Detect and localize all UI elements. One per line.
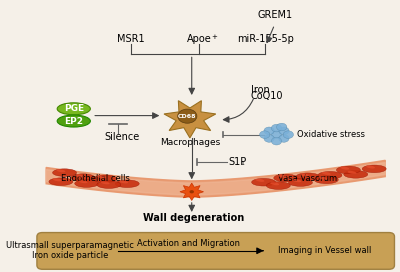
Circle shape xyxy=(271,124,282,132)
Circle shape xyxy=(279,127,289,135)
Circle shape xyxy=(271,131,282,138)
Ellipse shape xyxy=(75,174,84,177)
Ellipse shape xyxy=(314,176,338,184)
Text: EP2: EP2 xyxy=(64,116,83,126)
Ellipse shape xyxy=(322,172,331,175)
Ellipse shape xyxy=(56,169,65,172)
Ellipse shape xyxy=(75,180,99,187)
Ellipse shape xyxy=(97,175,106,178)
Ellipse shape xyxy=(340,166,349,170)
Text: Oxidative stress: Oxidative stress xyxy=(297,130,365,139)
Circle shape xyxy=(264,127,274,135)
Ellipse shape xyxy=(318,176,327,180)
Text: Vasa Vasorum: Vasa Vasorum xyxy=(278,174,338,183)
Ellipse shape xyxy=(53,178,62,181)
Ellipse shape xyxy=(256,179,264,182)
Text: Iron: Iron xyxy=(251,85,270,95)
Text: 1: 1 xyxy=(241,161,245,166)
Text: Wall degeneration: Wall degeneration xyxy=(143,213,244,222)
Text: Endothelial cells: Endothelial cells xyxy=(62,174,130,183)
Ellipse shape xyxy=(97,181,121,188)
Polygon shape xyxy=(180,183,204,200)
Ellipse shape xyxy=(93,175,117,183)
Text: MSR1: MSR1 xyxy=(117,35,145,44)
Ellipse shape xyxy=(362,165,386,173)
Ellipse shape xyxy=(119,180,128,183)
Ellipse shape xyxy=(300,173,309,177)
Ellipse shape xyxy=(266,182,290,189)
Ellipse shape xyxy=(252,178,276,186)
Circle shape xyxy=(279,135,289,142)
Polygon shape xyxy=(46,160,385,197)
Circle shape xyxy=(264,135,274,142)
Circle shape xyxy=(271,137,282,145)
Ellipse shape xyxy=(78,180,88,183)
Text: Ultrasmall superparamagnetic
Iron oxide particle: Ultrasmall superparamagnetic Iron oxide … xyxy=(6,241,134,261)
Polygon shape xyxy=(164,101,216,138)
Ellipse shape xyxy=(318,171,342,179)
Ellipse shape xyxy=(115,180,139,187)
Ellipse shape xyxy=(366,165,375,169)
Ellipse shape xyxy=(336,166,360,174)
Ellipse shape xyxy=(71,174,95,181)
Ellipse shape xyxy=(296,173,320,181)
FancyBboxPatch shape xyxy=(37,233,394,269)
Ellipse shape xyxy=(348,171,356,174)
Text: CoQ10: CoQ10 xyxy=(251,91,283,101)
Text: Apoe: Apoe xyxy=(187,35,212,44)
Ellipse shape xyxy=(278,175,286,178)
Ellipse shape xyxy=(49,178,73,186)
Text: Silence: Silence xyxy=(104,132,139,142)
Ellipse shape xyxy=(57,115,90,127)
Ellipse shape xyxy=(101,181,110,184)
Ellipse shape xyxy=(57,103,90,115)
Ellipse shape xyxy=(292,179,301,182)
Circle shape xyxy=(190,190,194,193)
Circle shape xyxy=(276,123,287,131)
Text: miR-155-5p: miR-155-5p xyxy=(237,35,294,44)
Ellipse shape xyxy=(344,171,368,178)
Text: PGE: PGE xyxy=(64,104,84,113)
Text: GREM1: GREM1 xyxy=(257,10,292,20)
Circle shape xyxy=(283,131,294,138)
Polygon shape xyxy=(46,162,385,195)
FancyBboxPatch shape xyxy=(28,0,400,272)
Text: Macrophages: Macrophages xyxy=(160,138,220,147)
Text: Imaging in Vessel wall: Imaging in Vessel wall xyxy=(278,246,371,255)
Text: CD68: CD68 xyxy=(178,114,196,119)
Ellipse shape xyxy=(274,174,298,182)
Circle shape xyxy=(260,131,270,138)
Ellipse shape xyxy=(270,182,279,185)
Text: +: + xyxy=(211,34,217,40)
Circle shape xyxy=(178,109,197,123)
Ellipse shape xyxy=(52,169,76,177)
Ellipse shape xyxy=(288,179,312,186)
Text: Activation and Migration: Activation and Migration xyxy=(136,239,240,248)
Text: S1P: S1P xyxy=(228,157,247,167)
